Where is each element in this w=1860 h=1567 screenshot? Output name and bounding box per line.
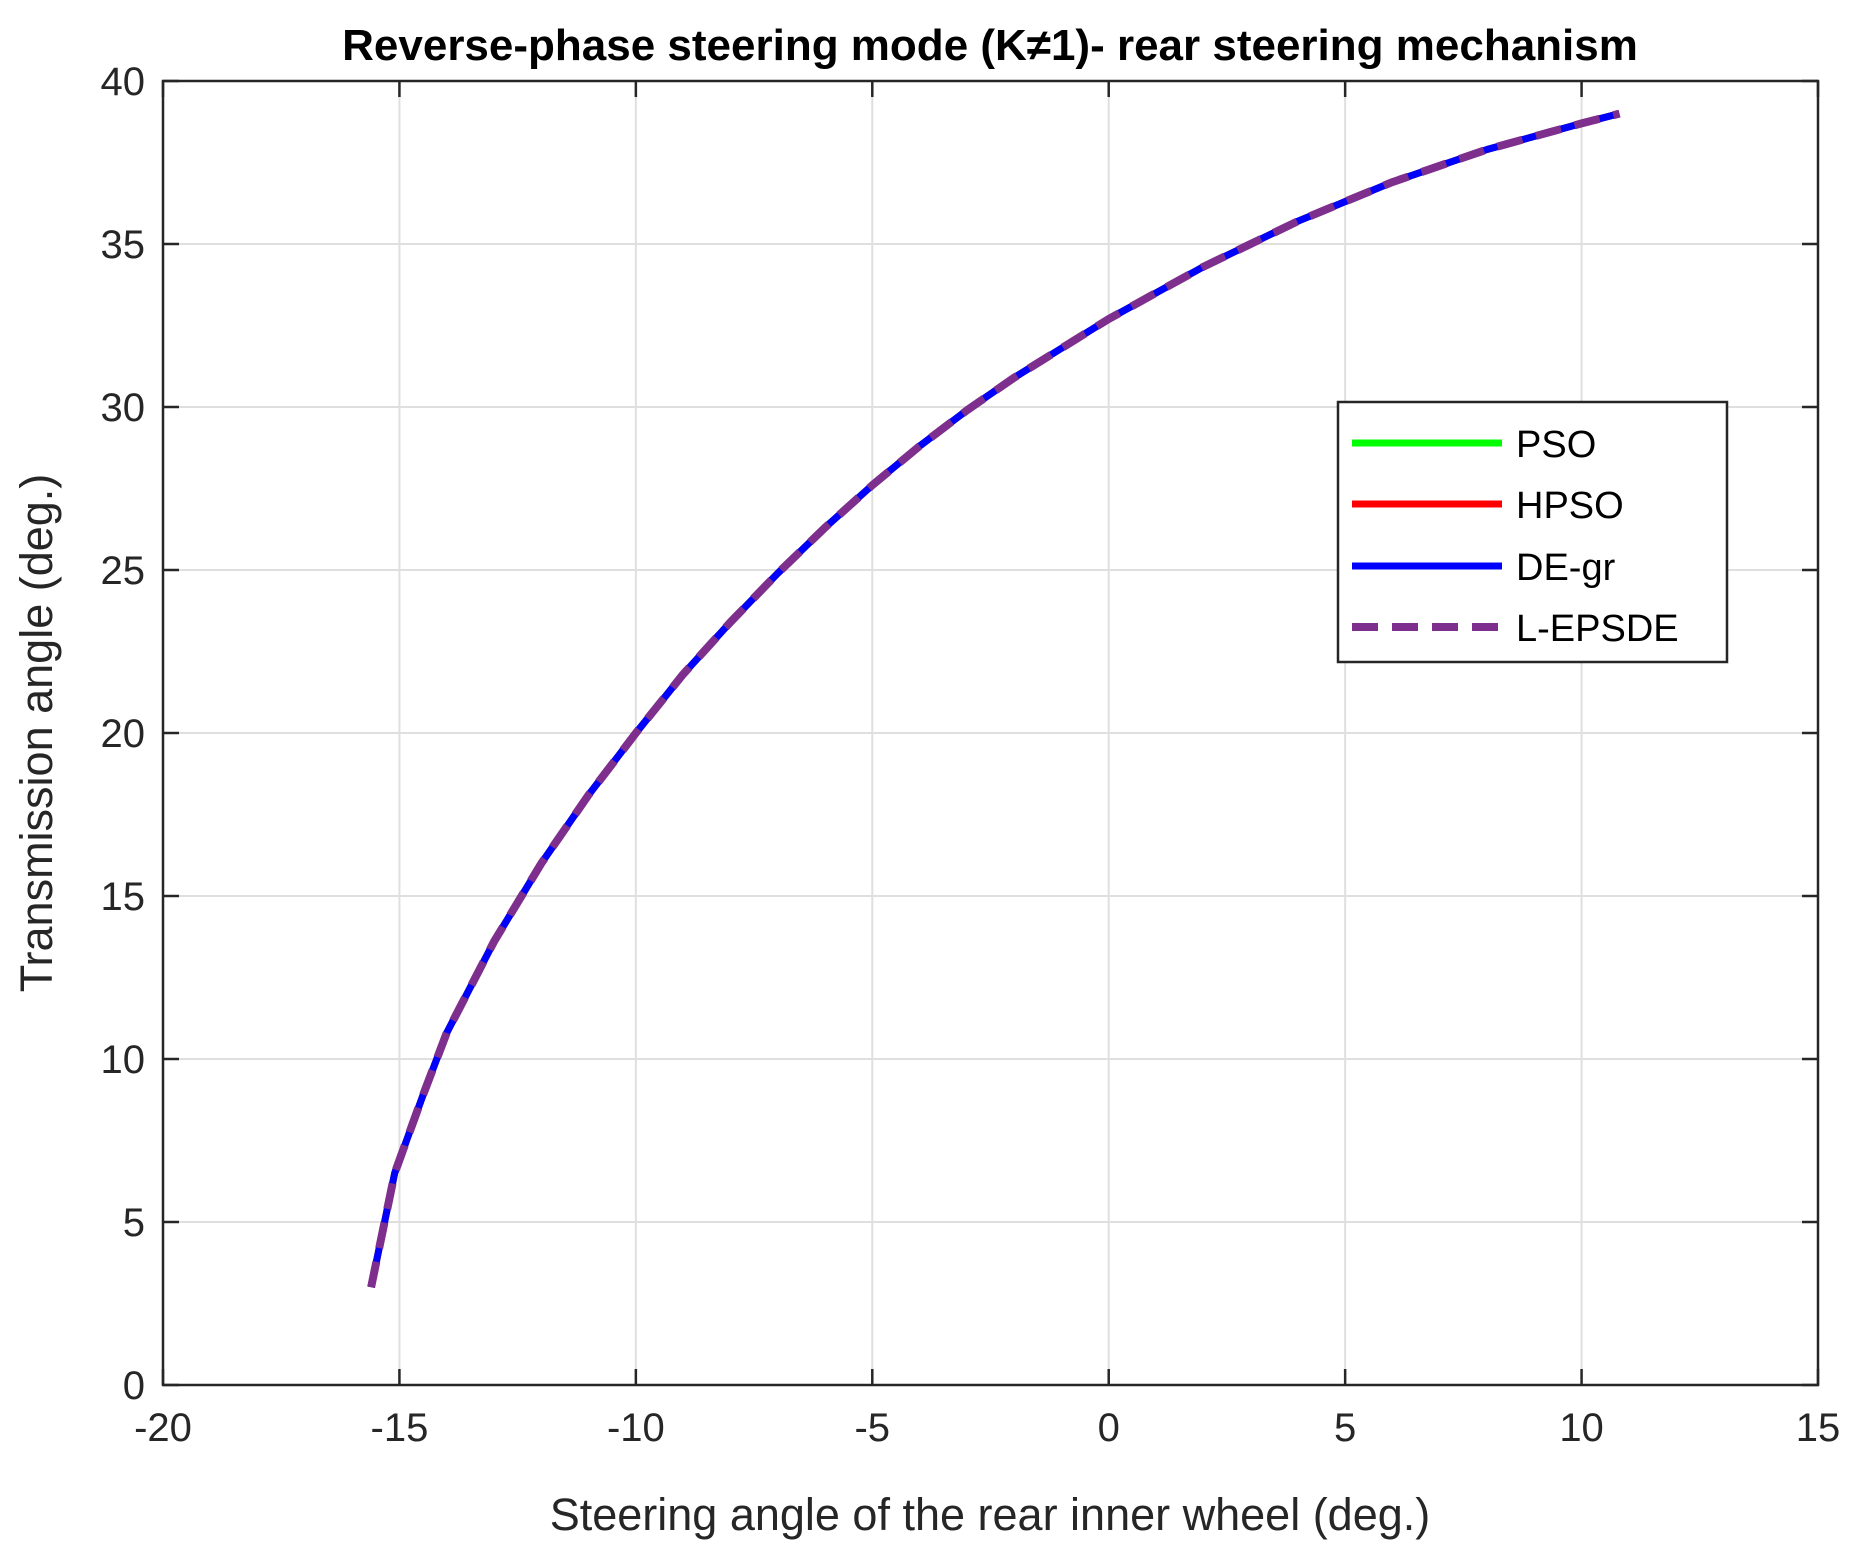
y-tick-label: 25 — [101, 549, 146, 593]
y-tick-label: 10 — [101, 1038, 146, 1082]
x-tick-label: -15 — [371, 1406, 429, 1450]
y-tick-label: 40 — [101, 60, 146, 104]
x-axis-label: Steering angle of the rear inner wheel (… — [550, 1489, 1431, 1540]
series-line-l-epsde — [367, 109, 1621, 1289]
y-tick-label: 0 — [123, 1364, 145, 1408]
series-layer — [367, 109, 1621, 1289]
y-tick-labels: 0 5 10 15 20 25 30 35 40 — [101, 60, 146, 1408]
legend-label-hpso: HPSO — [1516, 485, 1624, 527]
x-tick-label: -10 — [607, 1406, 665, 1450]
tick-layer — [161, 79, 1820, 1387]
y-tick-label: 15 — [101, 875, 146, 919]
y-tick-label: 35 — [101, 223, 146, 267]
legend-label-de-gr: DE-gr — [1516, 547, 1616, 589]
chart-title: Reverse-phase steering mode (K≠1)- rear … — [342, 21, 1638, 70]
y-axis-label: Transmission angle (deg.) — [11, 474, 62, 993]
y-tick-label: 20 — [101, 712, 146, 756]
x-tick-label: -5 — [854, 1406, 890, 1450]
y-tick-label: 30 — [101, 386, 146, 430]
x-tick-label: -20 — [134, 1406, 192, 1450]
x-tick-label: 10 — [1559, 1406, 1604, 1450]
grid-layer — [163, 81, 1818, 1385]
x-tick-label: 0 — [1098, 1406, 1120, 1450]
x-tick-label: 15 — [1796, 1406, 1841, 1450]
legend-label-l-epsde: L-EPSDE — [1516, 608, 1679, 650]
legend: PSO HPSO DE-gr L-EPSDE — [1336, 400, 1729, 664]
x-tick-labels: -20 -15 -10 -5 0 5 10 15 — [134, 1406, 1840, 1450]
legend-label-pso: PSO — [1516, 424, 1596, 466]
x-tick-label: 5 — [1334, 1406, 1356, 1450]
y-tick-label: 5 — [123, 1201, 145, 1245]
